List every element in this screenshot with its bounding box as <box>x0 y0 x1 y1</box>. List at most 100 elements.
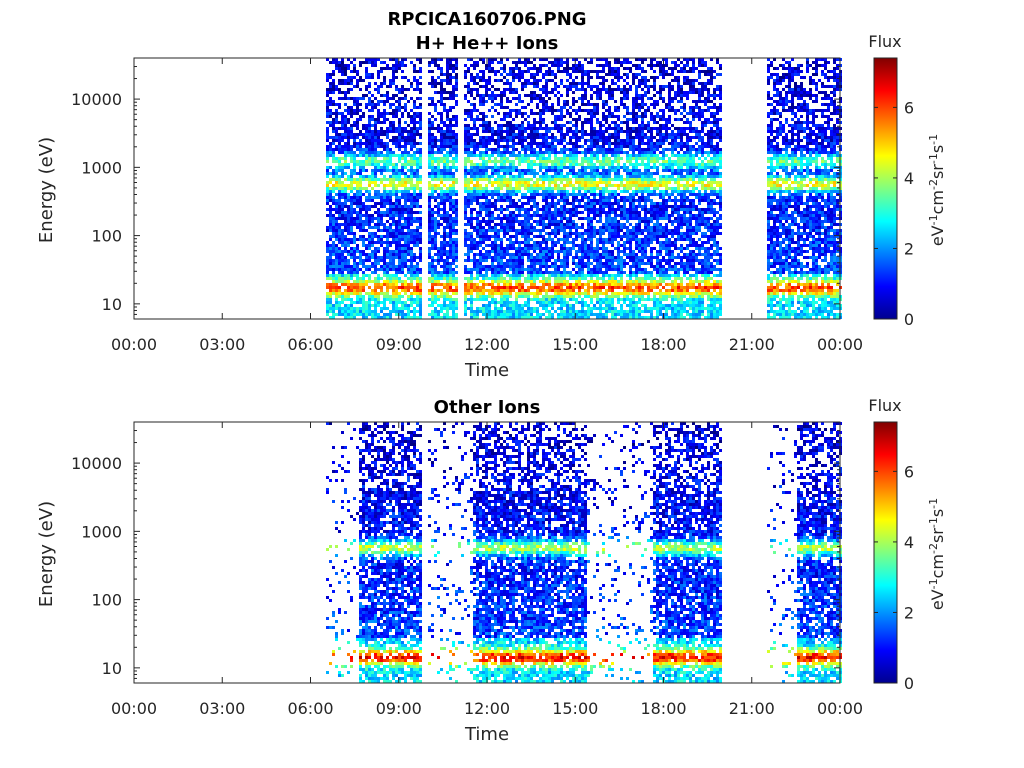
spectrogram-cell <box>443 91 446 94</box>
spectrogram-cell <box>563 271 566 274</box>
spectrogram-cell <box>509 211 512 214</box>
spectrogram-cell <box>533 58 536 61</box>
spectrogram-cell <box>491 205 494 208</box>
spectrogram-cell <box>389 82 392 85</box>
spectrogram-cell <box>497 232 500 235</box>
spectrogram-cell <box>389 181 392 184</box>
spectrogram-cell <box>497 265 500 268</box>
spectrogram-cell <box>407 259 410 262</box>
spectrogram-cell <box>386 100 389 103</box>
spectrogram-cell <box>341 298 344 301</box>
spectrogram-cell <box>335 235 338 238</box>
spectrogram-cell <box>485 208 488 211</box>
spectrogram-cell <box>506 160 509 163</box>
spectrogram-cell <box>524 79 527 82</box>
spectrogram-cell <box>338 211 341 214</box>
spectrogram-cell <box>455 220 458 223</box>
spectrogram-cell <box>341 172 344 175</box>
spectrogram-cell <box>488 178 491 181</box>
spectrogram-cell <box>467 58 470 61</box>
spectrogram-cell <box>488 304 491 307</box>
spectrogram-cell <box>449 205 452 208</box>
spectrogram-cell <box>506 115 509 118</box>
spectrogram-cell <box>407 253 410 256</box>
spectrogram-cell <box>359 76 362 79</box>
spectrogram-cell <box>500 253 503 256</box>
spectrogram-cell <box>329 91 332 94</box>
spectrogram-cell <box>467 178 470 181</box>
spectrogram-cell <box>335 217 338 220</box>
spectrogram-cell <box>383 157 386 160</box>
spectrogram-cell <box>350 172 353 175</box>
spectrogram-cell <box>371 94 374 97</box>
spectrogram-cell <box>374 118 377 121</box>
spectrogram-cell <box>533 94 536 97</box>
spectrogram-cell <box>368 310 371 313</box>
spectrogram-cell <box>464 295 467 298</box>
spectrogram-cell <box>338 304 341 307</box>
spectrogram-cell <box>404 154 407 157</box>
spectrogram-cell <box>491 97 494 100</box>
spectrogram-cell <box>341 145 344 148</box>
spectrogram-cell <box>509 175 512 178</box>
spectrogram-cell <box>326 166 329 169</box>
spectrogram-cell <box>332 112 335 115</box>
spectrogram-cell <box>476 178 479 181</box>
spectrogram-cell <box>464 202 467 205</box>
spectrogram-cell <box>395 178 398 181</box>
spectrogram-cell <box>443 292 446 295</box>
spectrogram-cell <box>494 301 497 304</box>
spectrogram-cell <box>332 250 335 253</box>
spectrogram-cell <box>407 124 410 127</box>
spectrogram-cell <box>446 109 449 112</box>
spectrogram-cell <box>377 163 380 166</box>
spectrogram-cell <box>455 64 458 67</box>
spectrogram-cell <box>356 223 359 226</box>
spectrogram-cell <box>371 304 374 307</box>
spectrogram-cell <box>491 175 494 178</box>
spectrogram-cell <box>434 283 437 286</box>
spectrogram-cell <box>338 265 341 268</box>
spectrogram-cell <box>392 175 395 178</box>
spectrogram-cell <box>380 151 383 154</box>
spectrogram-cell <box>389 316 392 319</box>
spectrogram-cell <box>569 82 572 85</box>
spectrogram-cell <box>533 133 536 136</box>
spectrogram-cell <box>341 67 344 70</box>
spectrogram-cell <box>431 184 434 187</box>
spectrogram-cell <box>491 250 494 253</box>
spectrogram-cell <box>536 94 539 97</box>
spectrogram-cell <box>362 124 365 127</box>
spectrogram-cell <box>512 271 515 274</box>
spectrogram-cell <box>398 178 401 181</box>
spectrogram-cell <box>497 277 500 280</box>
spectrogram-cell <box>554 88 557 91</box>
spectrogram-cell <box>365 85 368 88</box>
spectrogram-cell <box>437 112 440 115</box>
spectrogram-cell <box>383 94 386 97</box>
spectrogram-cell <box>554 235 557 238</box>
spectrogram-cell <box>545 190 548 193</box>
spectrogram-cell <box>551 88 554 91</box>
spectrogram-cell <box>353 103 356 106</box>
spectrogram-cell <box>335 187 338 190</box>
spectrogram-cell <box>539 298 542 301</box>
spectrogram-cell <box>446 262 449 265</box>
spectrogram-cell <box>485 115 488 118</box>
spectrogram-cell <box>410 85 413 88</box>
spectrogram-cell <box>377 166 380 169</box>
spectrogram-cell <box>440 292 443 295</box>
spectrogram-cell <box>551 313 554 316</box>
spectrogram-cell <box>524 118 527 121</box>
spectrogram-cell <box>488 214 491 217</box>
spectrogram-cell <box>482 304 485 307</box>
spectrogram-cell <box>344 229 347 232</box>
spectrogram-cell <box>476 94 479 97</box>
spectrogram-cell <box>395 193 398 196</box>
spectrogram-cell <box>401 247 404 250</box>
spectrogram-cell <box>377 196 380 199</box>
spectrogram-cell <box>434 289 437 292</box>
spectrogram-cell <box>335 250 338 253</box>
spectrogram-cell <box>347 193 350 196</box>
spectrogram-cell <box>548 196 551 199</box>
